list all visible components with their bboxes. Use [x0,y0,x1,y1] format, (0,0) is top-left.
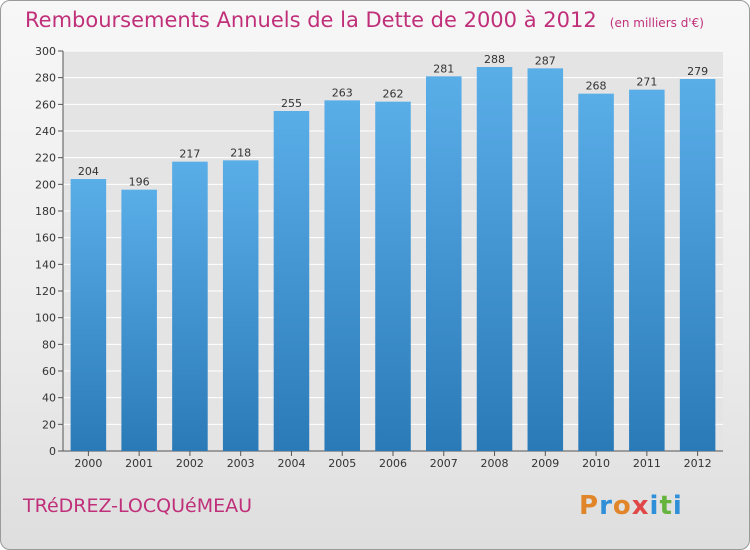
y-tick-label: 40 [42,392,56,405]
bar-2005 [324,100,360,451]
y-tick-label: 80 [42,338,56,351]
data-label: 255 [281,97,302,110]
y-tick-label: 160 [35,232,56,245]
x-tick-label: 2010 [582,457,610,470]
y-tick-label: 260 [35,98,56,111]
bar-2011 [629,89,665,452]
y-tick-label: 100 [35,312,56,325]
y-tick-label: 280 [35,72,56,85]
proxiti-logo[interactable]: Proxiti [579,491,683,521]
bar-2001 [121,189,157,451]
data-label: 196 [129,176,150,189]
x-tick-label: 2004 [277,457,305,470]
y-tick-label: 60 [42,365,56,378]
data-label: 287 [535,54,556,67]
x-tick-label: 2001 [125,457,153,470]
x-tick-label: 2003 [227,457,255,470]
data-label: 204 [78,165,99,178]
chart-title: Remboursements Annuels de la Dette de 20… [25,8,704,32]
data-label: 217 [179,148,200,161]
title-unit: (en milliers d'€) [609,16,704,30]
data-label: 263 [332,86,353,99]
bar-2002 [172,161,208,451]
data-label: 271 [636,76,657,89]
bar-2008 [476,67,513,451]
x-tick-label: 2000 [74,457,102,470]
x-tick-label: 2006 [379,457,407,470]
data-label: 281 [433,62,454,75]
bar-2010 [578,93,614,452]
y-tick-label: 300 [35,45,56,58]
data-label: 288 [484,53,505,66]
data-label: 268 [586,80,607,93]
data-label: 262 [383,88,404,101]
bar-2004 [273,111,310,451]
data-label: 279 [687,65,708,78]
y-tick-label: 240 [35,125,56,138]
x-tick-label: 2011 [633,457,661,470]
x-tick-label: 2002 [176,457,204,470]
axes: 0 20 40 60 80 100 120 140 160 180 200 220 240 260 280 3… [35,45,723,470]
y-tick-label: 140 [35,258,56,271]
x-tick-label: 2012 [684,457,712,470]
x-tick-label: 2008 [481,457,509,470]
y-tick-label: 20 [42,418,56,431]
x-tick-label: 2009 [531,457,559,470]
data-labels: 204 196 217 218 255 263 262 281 288 287 268 271 279 [78,53,708,189]
bars [70,67,716,452]
data-label: 218 [230,146,251,159]
bar-2012 [679,79,716,451]
bar-2009 [527,68,564,451]
title-main: Remboursements Annuels de la Dette de 20… [25,8,597,32]
bar-2003 [222,160,259,452]
y-tick-label: 200 [35,178,56,191]
bar-2000 [70,179,107,451]
y-tick-label: 220 [35,152,56,165]
y-tick-label: 120 [35,285,56,298]
commune-name: TRéDREZ-LOCQUéMEAU [23,495,253,517]
x-tick-label: 2005 [328,457,356,470]
x-tick-label: 2007 [430,457,458,470]
bar-2007 [426,76,462,451]
y-tick-label: 0 [49,445,56,458]
y-tick-label: 180 [35,205,56,218]
bar-2006 [375,101,411,452]
